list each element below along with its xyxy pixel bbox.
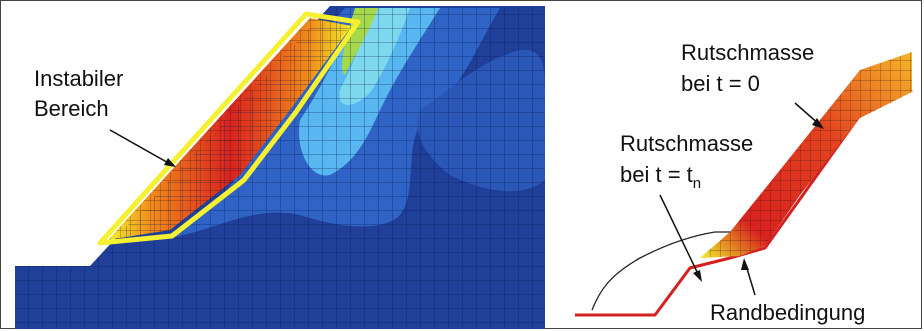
- boundary-line: [575, 88, 913, 317]
- mass-tn-label-line1: Rutschmasse: [620, 131, 754, 156]
- slide-outline-tn: [591, 231, 745, 311]
- unstable-area-outline: [97, 11, 361, 246]
- unstable-area-label-line1: Instabiler: [34, 66, 124, 91]
- boundary-condition-label: Randbedingung: [710, 300, 866, 325]
- mass-t0-label-line1: Rutschmasse: [681, 40, 815, 65]
- mass-t0-label-line2: bei t = 0: [681, 71, 760, 96]
- left-slope-model: [15, 6, 545, 329]
- mass-tn-label-subscript: n: [692, 175, 702, 192]
- unstable-area-label-line2: Bereich: [34, 96, 109, 121]
- mass-tn-label-line2: bei t = tn: [620, 162, 702, 192]
- arrow-mass-tn: [659, 194, 701, 279]
- mass-tn-label-prefix: bei t = t: [620, 162, 693, 187]
- right-slide-model: [575, 52, 913, 317]
- label-arrow-left: [109, 129, 173, 166]
